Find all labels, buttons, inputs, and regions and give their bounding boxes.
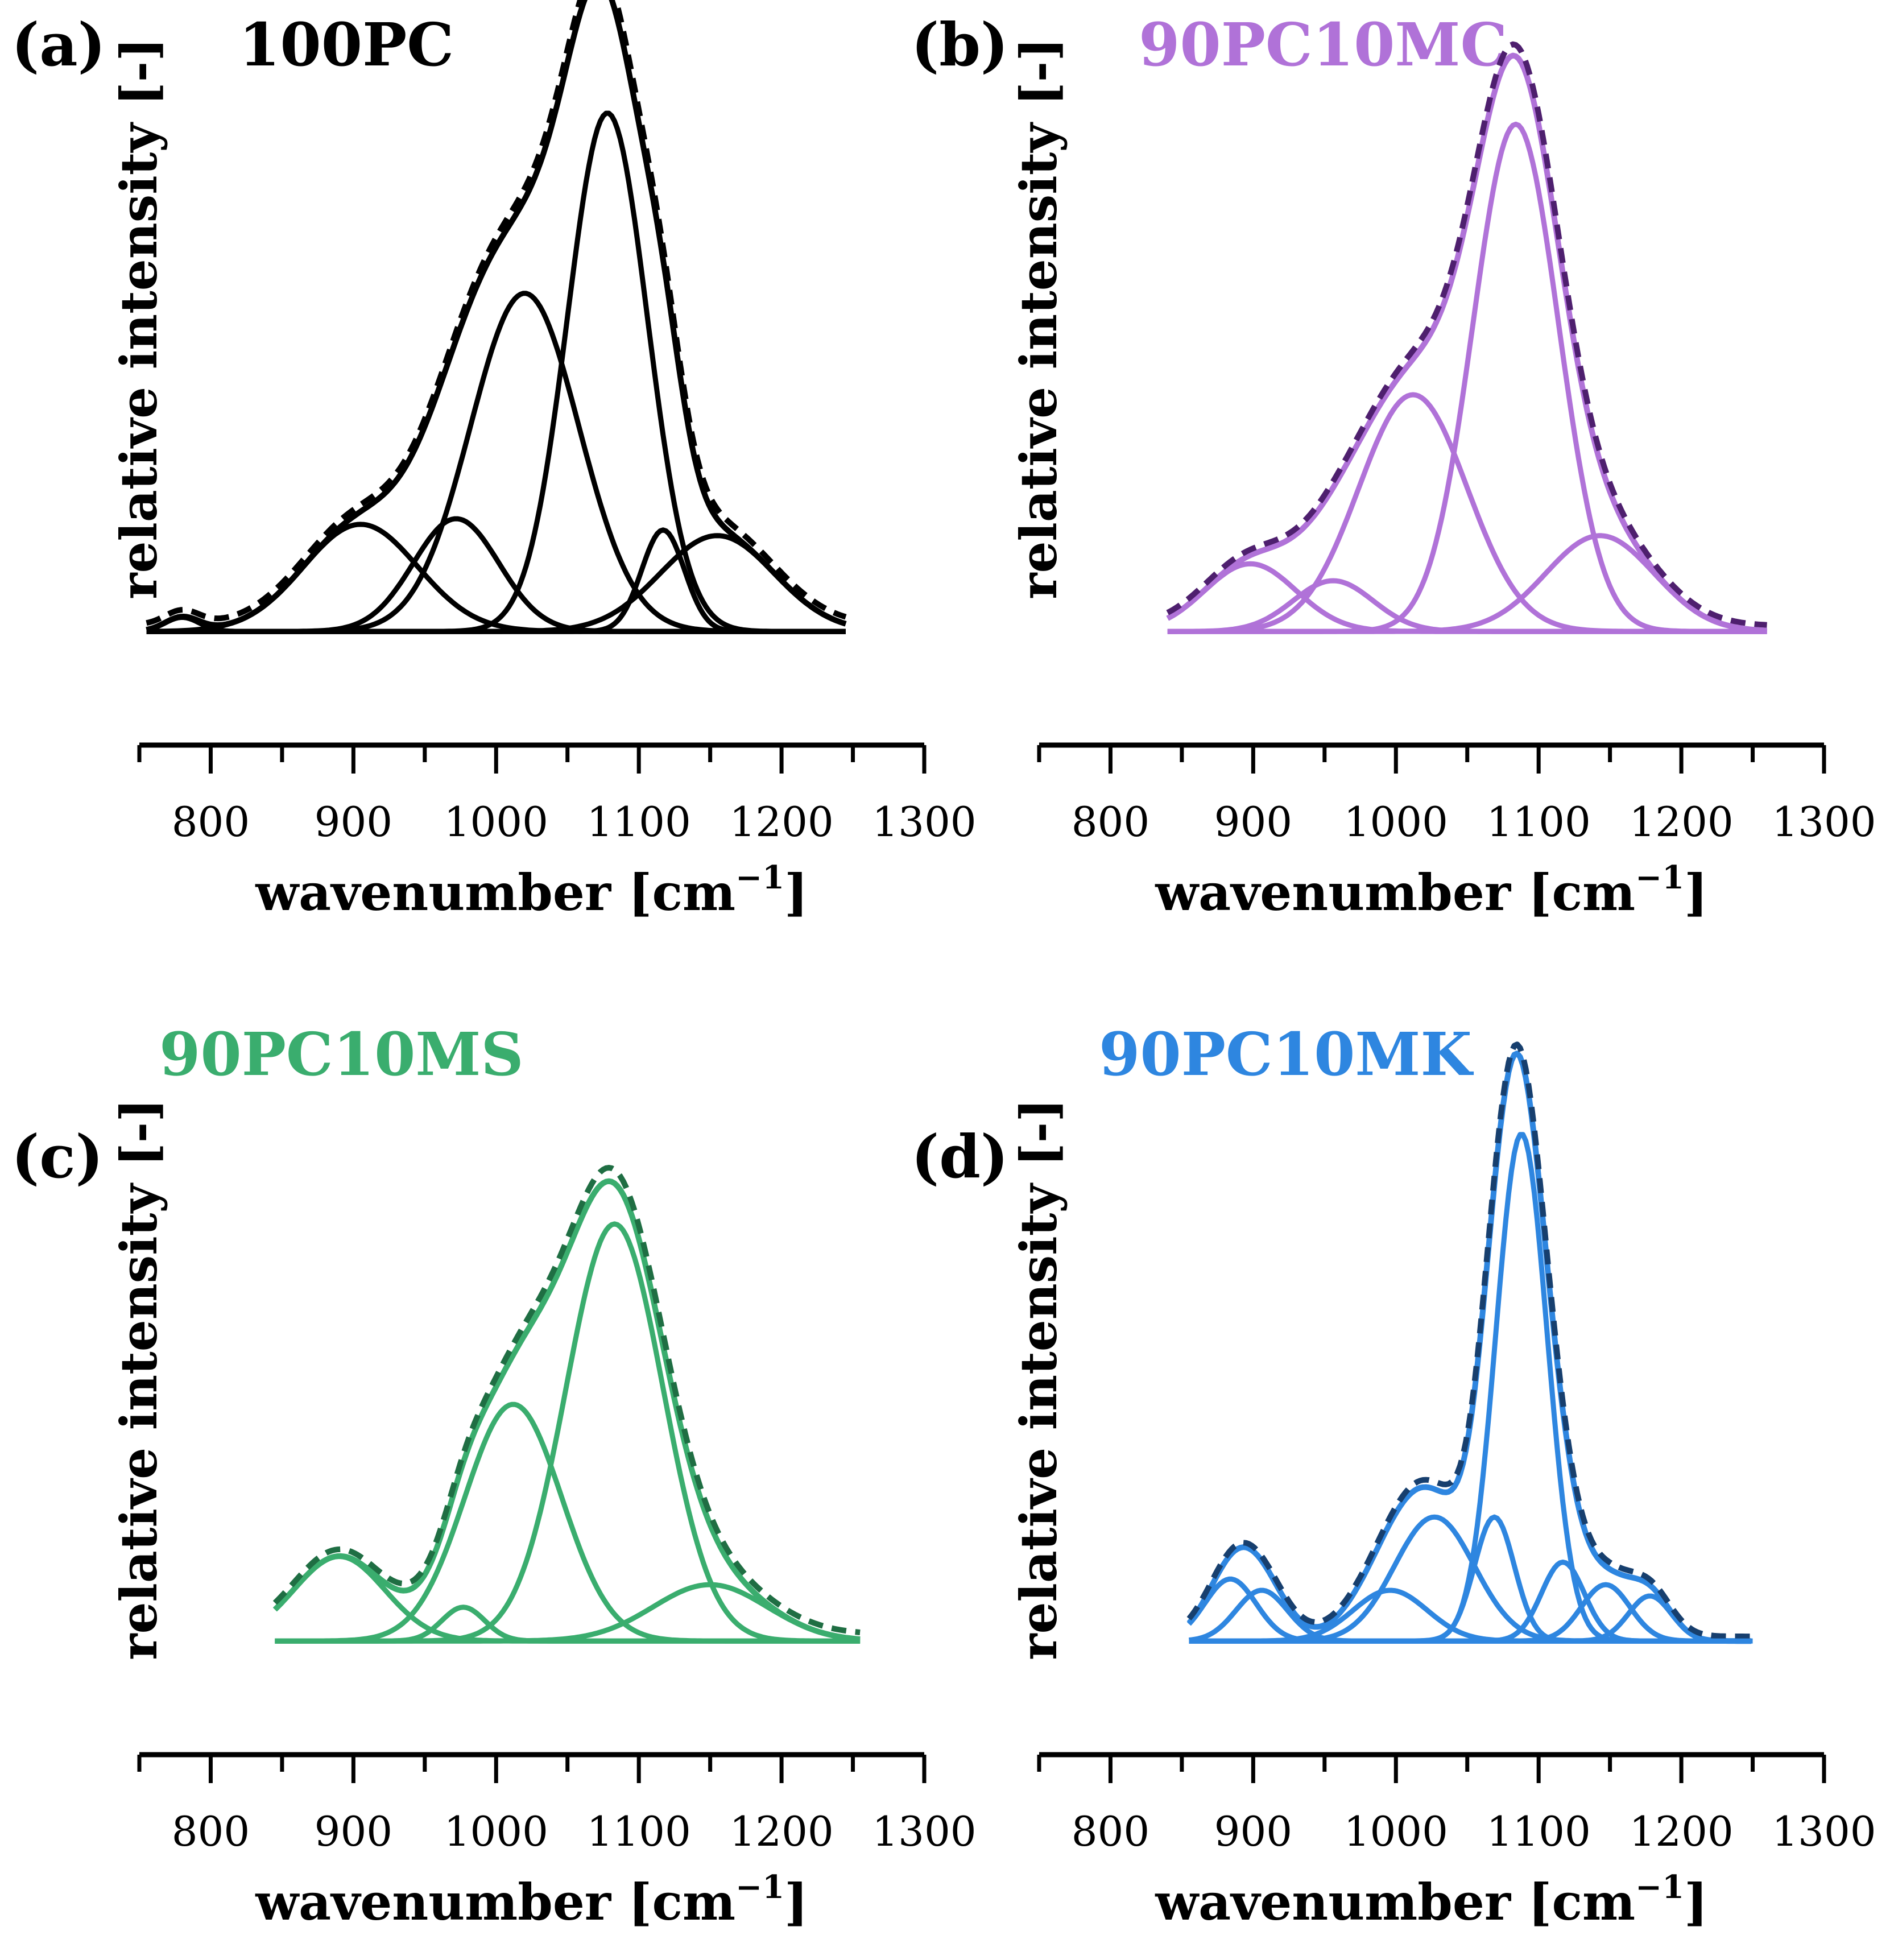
- x-tick-label: 900: [315, 798, 392, 846]
- x-tick-label: 800: [172, 1808, 250, 1855]
- component-peak-1088: [1189, 1132, 1751, 1644]
- fitted-components: [146, 110, 847, 634]
- component-peak-1020: [146, 291, 846, 634]
- x-tick-label: 1200: [1629, 1808, 1733, 1855]
- y-axis-label: relative intensity [-]: [1009, 1098, 1068, 1660]
- x-tick-label: 1300: [872, 1808, 976, 1855]
- sample-name: 100PC: [239, 10, 454, 80]
- x-tick-label: 1000: [444, 1808, 548, 1855]
- x-tick-label: 800: [1072, 1808, 1149, 1855]
- x-tick-label: 1300: [1772, 798, 1876, 846]
- measured-spectrum-line: [1186, 1041, 1751, 1640]
- x-tick-label: 1300: [1772, 1808, 1876, 1855]
- x-tick-label: 1100: [1487, 1808, 1591, 1855]
- cumulative-fit-line: [146, 0, 847, 633]
- y-axis-label: relative intensity [-]: [109, 38, 168, 599]
- x-tick-label: 900: [1214, 1808, 1292, 1855]
- fitted-components: [273, 1221, 861, 1644]
- panel-label: (d): [911, 1122, 1008, 1192]
- x-axis-label: wavenumber [cm−1]: [255, 859, 808, 922]
- x-tick-label: 800: [1072, 798, 1149, 846]
- x-axis-label: wavenumber [cm−1]: [255, 1868, 808, 1932]
- x-tick-label: 1300: [872, 798, 976, 846]
- component-peak-1083: [275, 1221, 861, 1644]
- fitted-components: [1187, 1132, 1751, 1644]
- panel-b: (b) 90PC10MC relative intensity [-] 800 900 1…: [911, 10, 1876, 922]
- x-tick-label: 1000: [444, 798, 548, 846]
- component-peak-1150: [275, 1582, 861, 1644]
- cumulative-fit-line: [272, 1178, 861, 1642]
- sample-name: 90PC10MC: [1139, 10, 1507, 80]
- panel-c: (c) 90PC10MS relative intensity [-] 800 900 1…: [11, 1019, 977, 1932]
- x-tick-label: 800: [172, 798, 250, 846]
- x-tick-label: 1100: [1487, 798, 1591, 846]
- sample-name: 90PC10MK: [1099, 1019, 1474, 1089]
- x-tick-label: 1000: [1344, 1808, 1448, 1855]
- panel-a: (a) 100PC relative intensity [-] 800 900 1000…: [11, 0, 977, 922]
- x-tick-label: 900: [1214, 798, 1292, 846]
- sample-name: 90PC10MS: [159, 1019, 524, 1089]
- x-tick-label: 1100: [587, 1808, 691, 1855]
- panel-label: (c): [11, 1122, 104, 1192]
- x-tick-label: 1200: [1629, 798, 1733, 846]
- x-tick-label: 1200: [729, 798, 833, 846]
- x-tick-label: 1100: [587, 798, 691, 846]
- panel-label: (b): [911, 10, 1008, 80]
- x-tick-label: 1200: [729, 1808, 833, 1855]
- measured-spectrum-line: [1166, 41, 1767, 628]
- y-axis-label: relative intensity [-]: [1009, 38, 1068, 599]
- x-tick-label: 900: [315, 1808, 392, 1855]
- x-tick-label: 1000: [1344, 798, 1448, 846]
- panel-d: (d) 90PC10MK relative intensity [-] 800 900 1…: [911, 1019, 1876, 1932]
- y-axis-label: relative intensity [-]: [109, 1098, 168, 1660]
- x-axis-label: wavenumber [cm−1]: [1155, 859, 1707, 922]
- x-axis-label: wavenumber [cm−1]: [1155, 1868, 1707, 1932]
- panel-label: (a): [11, 10, 106, 80]
- measured-spectrum-line: [272, 1165, 861, 1635]
- measured-spectrum-line: [146, 0, 847, 626]
- cumulative-fit-line: [1166, 52, 1767, 634]
